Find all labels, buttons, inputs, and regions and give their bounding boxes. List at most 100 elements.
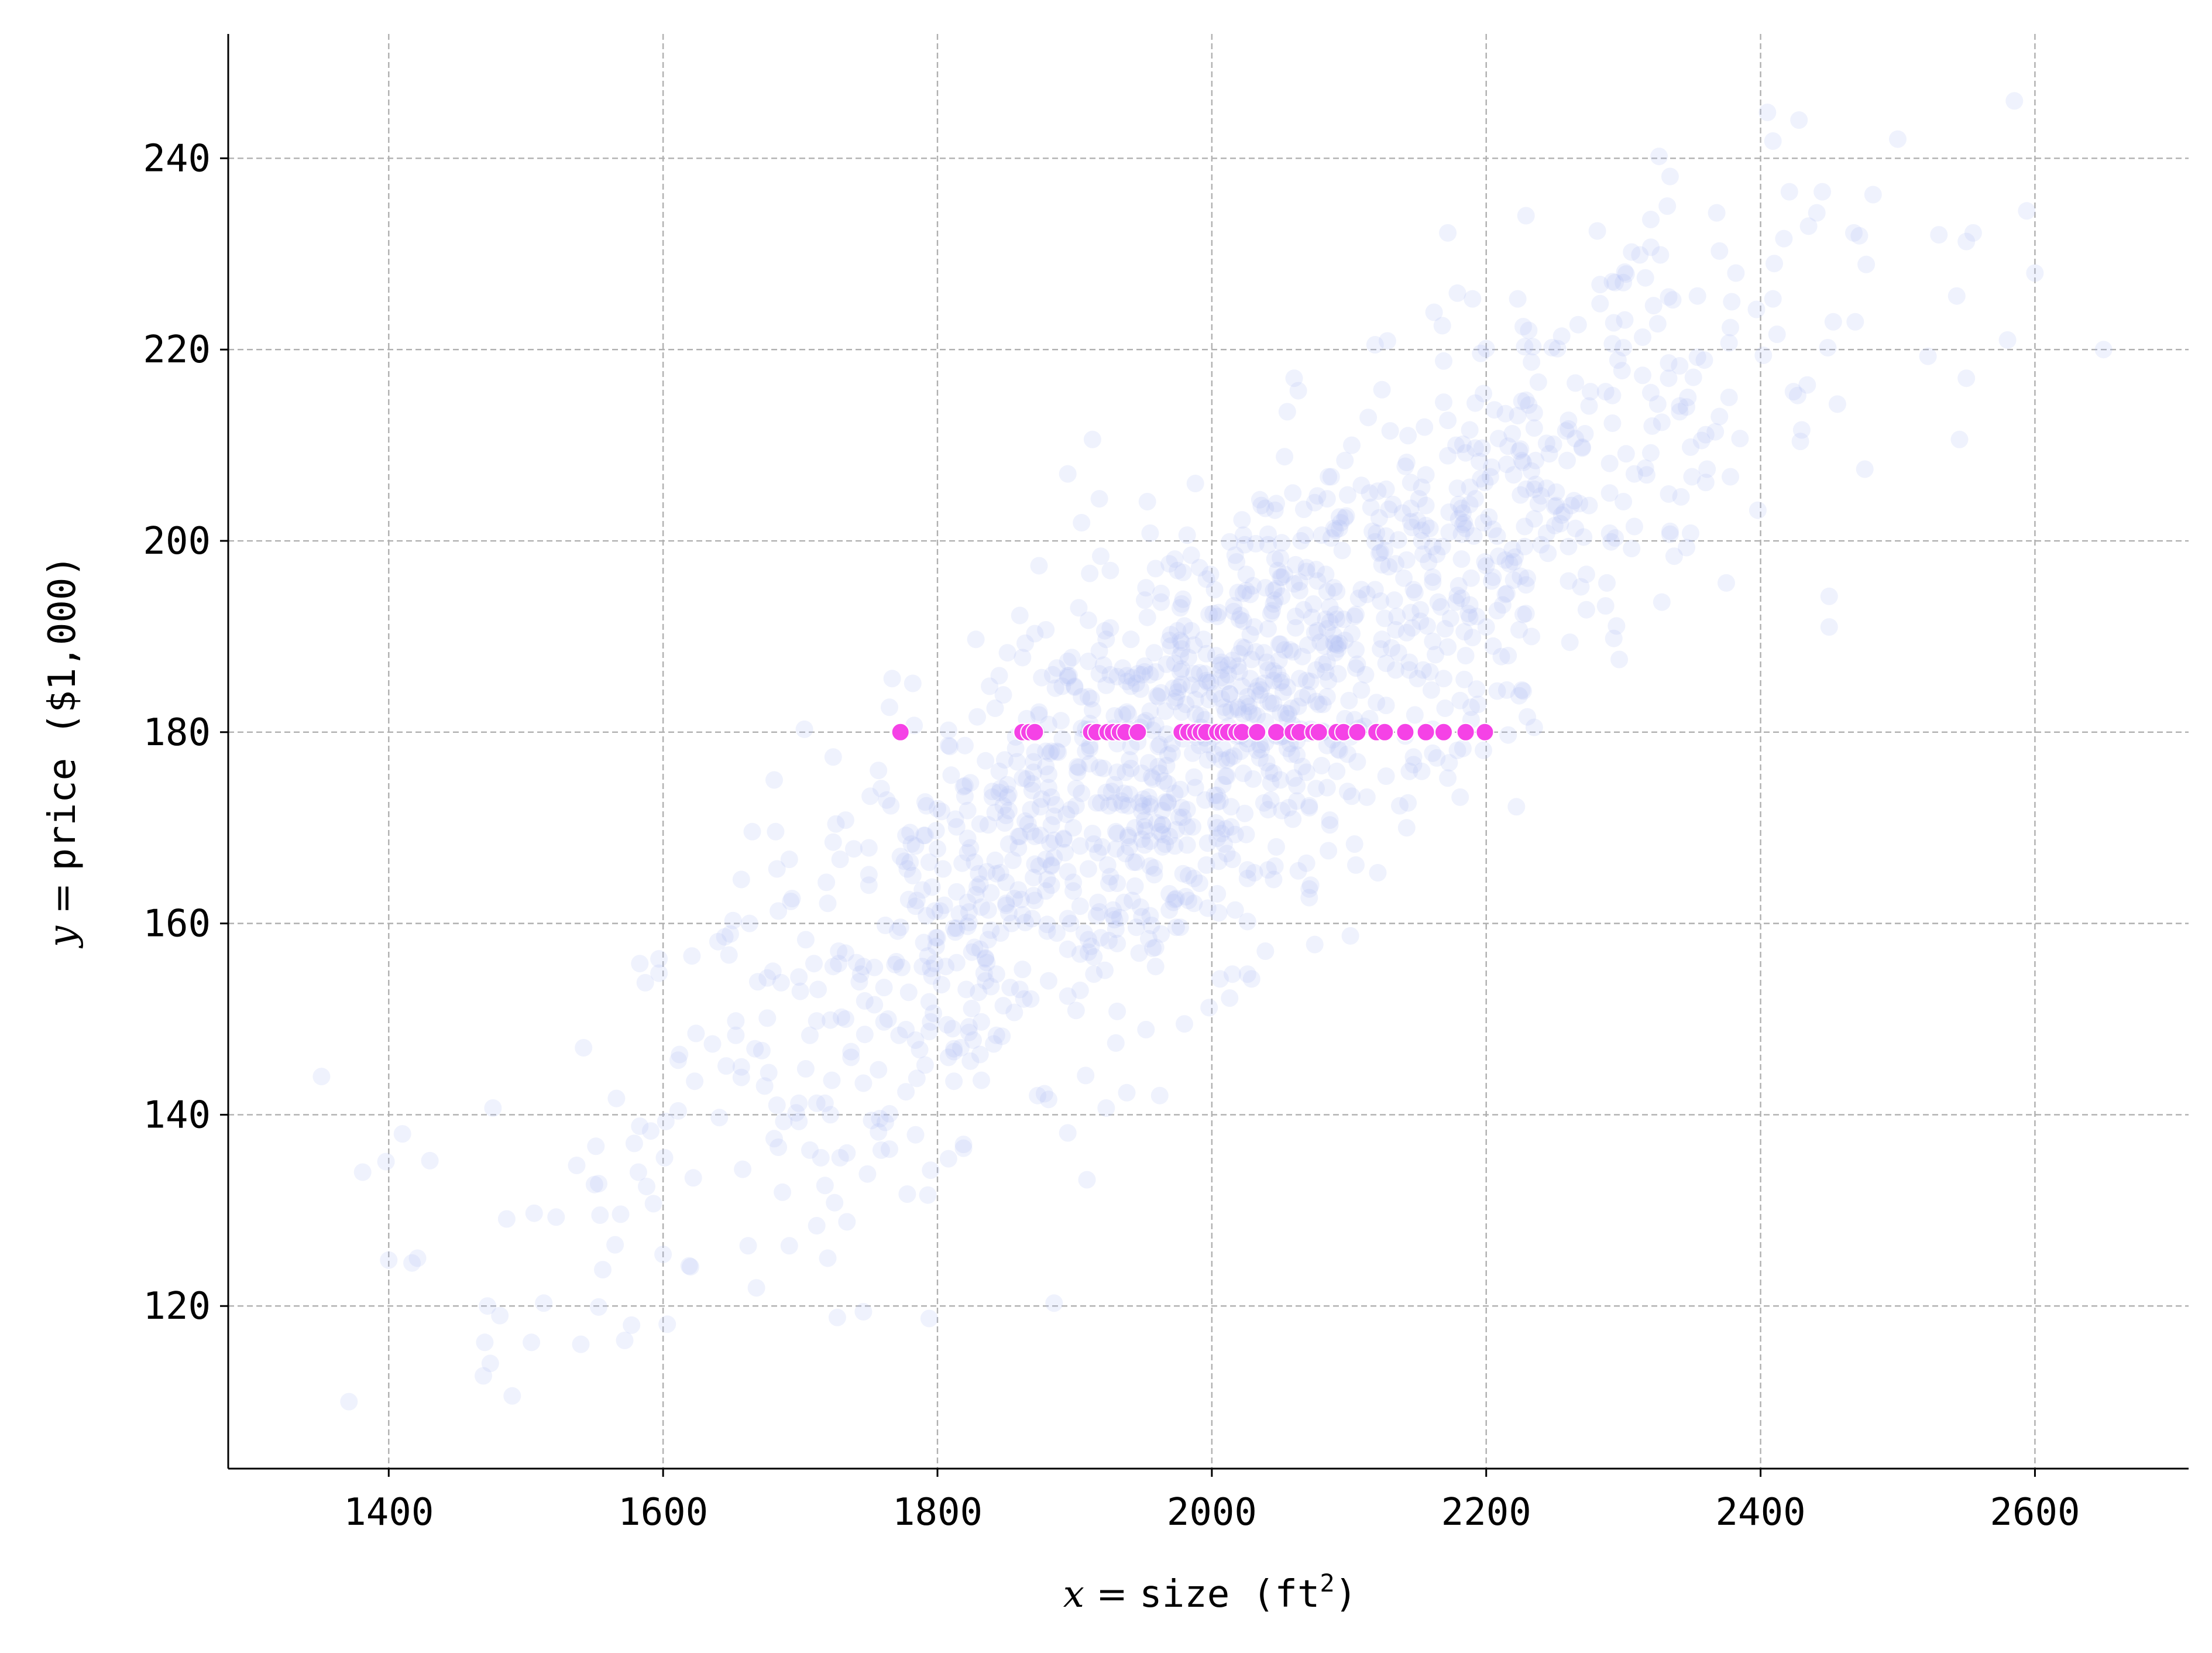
background-point	[1314, 655, 1332, 673]
background-point	[1514, 454, 1532, 471]
background-point	[1560, 411, 1578, 430]
background-point	[1114, 706, 1132, 724]
background-point	[1455, 623, 1473, 641]
background-point	[1552, 506, 1571, 524]
background-point	[1326, 522, 1344, 539]
background-point	[1137, 579, 1155, 597]
background-point	[1144, 770, 1162, 788]
background-point	[897, 1083, 915, 1101]
background-point	[1159, 746, 1177, 764]
background-point	[1056, 843, 1074, 862]
background-point	[1205, 685, 1224, 703]
background-point	[1037, 621, 1055, 639]
background-point	[1037, 882, 1055, 900]
background-point	[764, 962, 782, 980]
background-point	[1328, 611, 1346, 628]
background-point	[1170, 808, 1188, 826]
background-point	[1397, 623, 1416, 642]
background-point	[1552, 327, 1571, 345]
background-point	[927, 929, 945, 947]
background-point	[1461, 596, 1479, 614]
background-point	[523, 1333, 541, 1352]
background-point	[1634, 366, 1651, 385]
background-point	[1450, 510, 1468, 528]
background-point	[906, 897, 925, 915]
background-point	[987, 1026, 1005, 1044]
background-point	[1156, 702, 1174, 720]
background-point	[1238, 869, 1256, 887]
background-point	[898, 860, 916, 878]
background-point	[977, 752, 995, 770]
background-point	[1514, 605, 1532, 623]
background-point	[1658, 197, 1677, 215]
background-point	[1097, 783, 1115, 801]
background-point	[1605, 314, 1623, 332]
background-point	[1454, 739, 1472, 757]
background-point	[881, 1105, 898, 1123]
background-point	[1476, 553, 1494, 571]
background-point	[1210, 904, 1228, 922]
background-point	[1660, 369, 1678, 387]
background-point	[1218, 845, 1236, 863]
background-point	[1492, 647, 1510, 666]
background-point	[1348, 753, 1366, 771]
background-point	[990, 667, 1008, 685]
background-point	[1525, 404, 1543, 422]
background-point	[1122, 738, 1140, 756]
background-point	[967, 630, 985, 649]
background-point	[1171, 918, 1189, 937]
background-point	[1268, 495, 1285, 513]
background-point	[1042, 876, 1060, 894]
background-point	[732, 870, 750, 889]
background-point	[1039, 1090, 1057, 1109]
background-point	[1499, 437, 1517, 455]
background-point	[1045, 831, 1063, 849]
background-point	[1133, 764, 1151, 783]
background-point	[1173, 595, 1191, 613]
background-point	[1259, 525, 1277, 543]
background-point	[1171, 780, 1189, 798]
background-point	[1303, 608, 1321, 626]
background-point	[1208, 786, 1227, 804]
background-point	[1377, 654, 1395, 673]
background-point	[1484, 520, 1502, 539]
background-point	[1132, 680, 1149, 698]
background-point	[1376, 541, 1394, 560]
background-point	[503, 1387, 521, 1405]
background-point	[983, 783, 1001, 801]
background-point	[966, 938, 984, 956]
background-point	[1121, 838, 1139, 856]
background-point	[1100, 874, 1118, 892]
background-point	[1030, 706, 1048, 724]
background-point	[1577, 565, 1595, 584]
background-point	[1226, 825, 1244, 843]
background-point	[954, 778, 973, 795]
background-point	[1150, 1086, 1169, 1105]
background-point	[1198, 834, 1217, 852]
background-point	[1121, 786, 1139, 803]
background-point	[1489, 430, 1507, 448]
background-point	[1642, 444, 1660, 462]
background-point	[1459, 605, 1478, 623]
background-point	[1166, 784, 1184, 803]
background-point	[1170, 678, 1188, 696]
background-point	[1314, 695, 1332, 714]
background-point	[1236, 804, 1254, 822]
background-point	[1012, 890, 1030, 908]
background-point	[1368, 694, 1386, 712]
background-point	[1532, 487, 1550, 505]
background-point	[1272, 568, 1290, 587]
background-point	[1118, 667, 1136, 685]
background-point	[1136, 663, 1153, 681]
background-point	[1039, 779, 1057, 797]
background-point	[1413, 762, 1431, 780]
background-point	[1185, 768, 1203, 786]
background-point	[1141, 666, 1159, 684]
background-point	[791, 982, 809, 1000]
background-point	[1509, 407, 1527, 424]
background-point	[805, 955, 823, 973]
background-point	[1462, 698, 1480, 716]
background-point	[945, 919, 963, 937]
background-point	[1497, 584, 1516, 602]
background-point	[1384, 495, 1402, 513]
